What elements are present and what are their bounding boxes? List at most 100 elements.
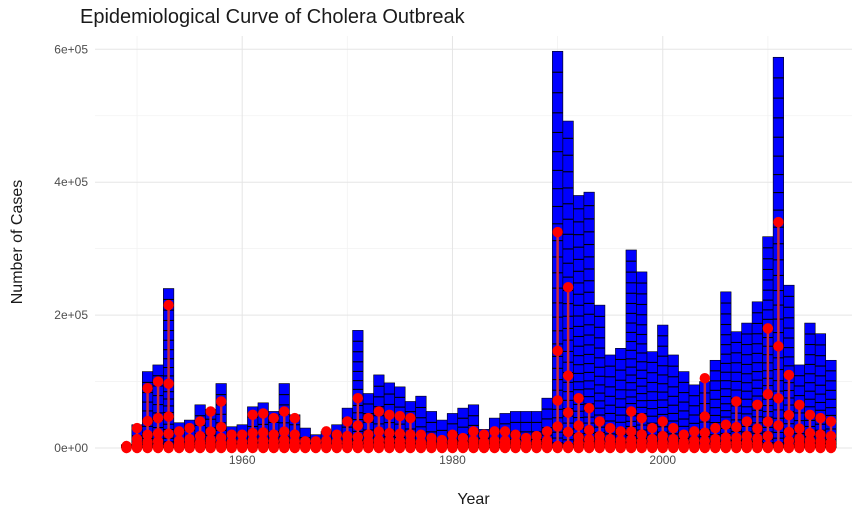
point-1957 (205, 406, 216, 417)
point-2010 (762, 323, 774, 334)
point-2011 (773, 341, 784, 352)
point-1986 (510, 442, 521, 454)
point-2002 (678, 442, 689, 454)
chart-title: Epidemiological Curve of Cholera Outbrea… (80, 6, 465, 28)
point-1963 (268, 442, 279, 454)
point-1973 (373, 406, 385, 417)
point-1999 (647, 442, 658, 454)
x-tick-label: 1980 (439, 453, 466, 467)
point-1986 (510, 429, 521, 440)
point-1965 (289, 442, 300, 454)
point-1960 (236, 442, 248, 454)
point-1953 (163, 428, 174, 439)
point-2001 (668, 442, 679, 454)
point-1962 (258, 442, 269, 454)
point-1982 (468, 442, 479, 454)
point-2004 (699, 442, 711, 454)
point-1976 (405, 412, 416, 424)
point-1974 (384, 442, 395, 454)
point-1991 (562, 407, 574, 418)
point-1984 (489, 426, 500, 437)
point-1951 (142, 442, 153, 454)
point-1997 (626, 442, 637, 454)
point-1962 (258, 408, 269, 419)
point-1957 (205, 442, 216, 454)
point-1975 (394, 410, 406, 422)
point-2001 (668, 422, 679, 434)
point-1998 (636, 442, 647, 454)
point-1983 (478, 429, 490, 440)
point-1971 (352, 392, 364, 404)
point-1990 (552, 442, 563, 454)
point-1964 (279, 406, 290, 417)
point-1958 (215, 442, 227, 454)
point-2012 (783, 409, 795, 421)
point-1977 (415, 429, 427, 440)
point-1990 (552, 421, 563, 432)
point-1996 (615, 442, 626, 454)
point-2016 (825, 416, 837, 427)
point-1954 (173, 442, 185, 454)
point-2006 (720, 419, 732, 430)
point-2004 (699, 411, 711, 422)
point-1979 (436, 442, 448, 454)
point-2011 (773, 420, 784, 431)
point-2011 (773, 393, 784, 404)
point-1960 (236, 429, 248, 440)
point-1973 (373, 442, 385, 454)
point-1988 (531, 442, 542, 454)
point-1985 (499, 442, 511, 454)
point-1995 (604, 442, 616, 454)
point-1994 (594, 416, 605, 427)
point-1952 (152, 442, 164, 454)
point-1989 (541, 442, 553, 454)
point-1961 (247, 442, 258, 454)
point-1964 (279, 442, 290, 454)
point-1999 (647, 422, 658, 434)
point-1992 (573, 420, 584, 431)
point-2003 (689, 426, 700, 437)
point-1995 (604, 422, 616, 434)
point-1993 (583, 424, 595, 436)
point-1962 (258, 427, 269, 438)
point-1952 (152, 412, 164, 424)
y-axis-title: Number of Cases (9, 180, 26, 305)
point-1968 (321, 442, 332, 454)
point-2015 (815, 412, 826, 424)
point-1951 (142, 382, 153, 394)
point-1957 (205, 426, 216, 437)
point-1985 (499, 426, 511, 437)
point-2000 (657, 416, 668, 427)
point-1991 (562, 426, 574, 438)
point-1950 (131, 422, 143, 434)
y-tick-label: 4e+05 (54, 175, 88, 189)
point-1990 (552, 226, 563, 238)
point-1951 (142, 429, 153, 441)
point-1983 (478, 442, 490, 454)
point-1980 (447, 442, 458, 454)
point-2007 (731, 442, 742, 454)
point-1956 (194, 416, 206, 427)
point-1958 (215, 396, 227, 407)
point-1997 (626, 406, 637, 417)
point-1991 (562, 281, 574, 293)
point-2010 (762, 388, 774, 400)
point-1993 (583, 442, 595, 454)
point-1989 (541, 426, 553, 437)
point-1982 (468, 426, 479, 437)
point-1977 (415, 442, 427, 454)
point-1953 (163, 442, 174, 454)
point-1993 (583, 402, 595, 414)
point-2010 (762, 442, 774, 454)
point-1953 (163, 299, 174, 311)
point-1992 (573, 392, 584, 404)
point-1966 (300, 442, 311, 454)
point-1952 (152, 376, 164, 387)
point-2008 (741, 442, 753, 454)
point-2013 (794, 399, 805, 411)
point-2013 (794, 442, 805, 454)
point-2004 (699, 427, 711, 438)
point-2010 (762, 430, 774, 442)
point-1952 (152, 428, 164, 439)
